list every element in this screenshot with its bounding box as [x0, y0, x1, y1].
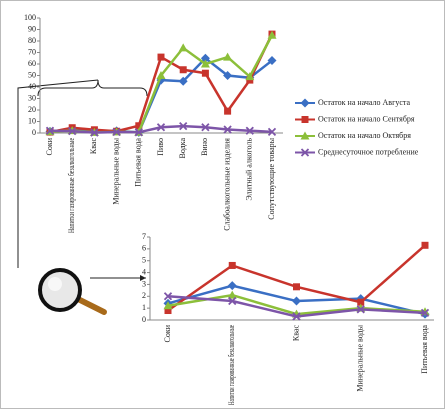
marker [267, 30, 277, 39]
x-tick-label: Элитный алкоголь [245, 138, 254, 201]
y-tick-label: 2 [142, 291, 146, 300]
x-tick-label: Квас [89, 138, 98, 155]
legend-marker [300, 98, 310, 108]
y-tick-label: 7 [142, 232, 146, 241]
marker [223, 125, 232, 134]
y-tick-label: 1 [142, 303, 146, 312]
arrow-head [140, 275, 146, 281]
marker [293, 283, 300, 291]
legend-marker [301, 116, 309, 123]
y-tick-label: 40 [28, 82, 36, 91]
x-tick-label: Питьевая вода [420, 325, 429, 374]
marker [267, 127, 277, 136]
magnifier [38, 268, 107, 315]
marker [68, 127, 77, 136]
marker [245, 126, 254, 135]
x-tick-label: Вино [200, 138, 209, 156]
marker [224, 107, 232, 115]
y-tick-label: 70 [28, 47, 36, 56]
marker [267, 56, 277, 66]
marker [112, 127, 121, 137]
y-tick-label: 6 [142, 244, 146, 253]
marker [356, 305, 365, 314]
y-tick-label: 4 [142, 267, 146, 276]
y-tick-label: 0 [32, 128, 36, 137]
legend-marker [300, 131, 310, 140]
marker [163, 292, 173, 301]
legend-label: Среднесуточное потребление [318, 147, 419, 156]
y-tick-label: 60 [28, 59, 36, 68]
y-tick-label: 100 [24, 13, 36, 22]
marker [292, 312, 301, 321]
x-tick-label: Слабоалкогольные изделия [222, 138, 231, 231]
marker [201, 69, 209, 77]
marker [157, 53, 165, 61]
x-tick-label: Напитки газированные безалкогольные [67, 138, 76, 233]
y-tick-label: 90 [28, 24, 36, 33]
marker [223, 52, 233, 61]
marker [357, 298, 365, 306]
marker [179, 66, 187, 74]
x-tick-label: Пиво [156, 138, 165, 156]
connector [17, 79, 99, 268]
x-tick-label: Сопутствующие товары [267, 137, 276, 219]
marker [421, 241, 429, 249]
x-tick-label: Соки [163, 324, 172, 342]
marker [201, 123, 210, 132]
y-tick-label: 10 [28, 116, 36, 125]
marker [227, 281, 237, 291]
y-tick-label: 80 [28, 36, 36, 45]
marker [245, 72, 255, 81]
y-tick-label: 3 [142, 279, 146, 288]
x-tick-label: Напитки газированные безалкогольные [227, 325, 236, 405]
x-tick-label: Квас [291, 325, 300, 342]
marker [178, 43, 188, 52]
y-tick-label: 0 [142, 315, 146, 324]
y-tick-label: 30 [28, 93, 36, 102]
x-tick-label: Питьевая вода [134, 138, 143, 187]
marker [228, 296, 237, 306]
marker [223, 71, 233, 80]
y-tick-label: 50 [28, 70, 36, 79]
marker [178, 76, 188, 86]
marker [164, 307, 172, 315]
y-tick-label: 5 [142, 256, 146, 265]
marker [200, 53, 210, 63]
marker [156, 71, 166, 79]
x-tick-label: Минеральные воды [111, 137, 120, 204]
x-tick-label: Водка [178, 138, 187, 159]
marker [90, 128, 99, 137]
marker [228, 261, 236, 269]
marker [135, 122, 143, 130]
marker [163, 301, 173, 310]
legend-label: Остаток на начало Августа [318, 98, 411, 107]
x-tick-label: Соки [45, 137, 54, 155]
legend-label: Остаток на начало Сентября [318, 114, 415, 123]
marker [292, 296, 301, 306]
y-tick-label: 20 [28, 105, 36, 114]
marker [45, 126, 55, 135]
marker [200, 59, 210, 68]
legend-label: Остаток на начало Октября [318, 131, 411, 140]
x-tick-label: Минеральные воды [356, 324, 365, 391]
marker [179, 121, 188, 131]
legend-marker [300, 148, 310, 157]
marker [156, 123, 166, 132]
marker [227, 290, 237, 299]
marker [134, 128, 143, 137]
marker [420, 308, 430, 318]
